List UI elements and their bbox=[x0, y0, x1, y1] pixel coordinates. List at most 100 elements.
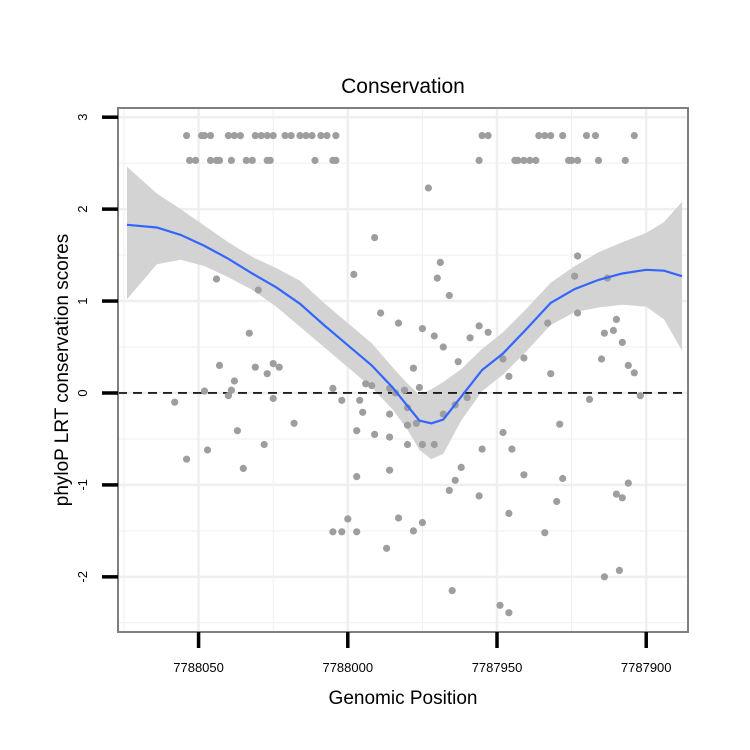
data-point bbox=[311, 156, 319, 164]
data-point bbox=[386, 466, 394, 474]
data-point bbox=[526, 156, 534, 164]
data-point bbox=[302, 132, 310, 140]
data-points bbox=[171, 132, 644, 617]
data-point bbox=[618, 338, 626, 346]
data-point bbox=[332, 132, 340, 140]
data-point bbox=[224, 132, 232, 140]
data-point bbox=[415, 383, 423, 392]
data-point bbox=[433, 274, 441, 282]
data-point bbox=[618, 494, 626, 502]
y-tick-label: 2 bbox=[75, 205, 90, 212]
data-point bbox=[448, 587, 456, 595]
data-point bbox=[383, 544, 391, 552]
data-point bbox=[171, 398, 179, 406]
data-point bbox=[496, 601, 504, 609]
data-point bbox=[508, 445, 516, 453]
data-point bbox=[478, 445, 486, 453]
data-point bbox=[183, 455, 191, 463]
data-point bbox=[215, 361, 224, 369]
data-point bbox=[269, 360, 277, 368]
data-point bbox=[371, 234, 379, 242]
x-axis-title: Genomic Position bbox=[329, 688, 478, 709]
data-point bbox=[236, 132, 244, 140]
data-point bbox=[371, 430, 379, 438]
data-point bbox=[254, 286, 262, 294]
data-point bbox=[239, 464, 247, 472]
data-point bbox=[386, 433, 394, 441]
data-point bbox=[353, 473, 361, 481]
data-point bbox=[612, 490, 621, 498]
data-point bbox=[535, 132, 543, 140]
data-point bbox=[430, 440, 438, 449]
data-point bbox=[269, 132, 277, 140]
data-point bbox=[547, 132, 555, 140]
data-point bbox=[574, 252, 582, 260]
data-point bbox=[412, 419, 420, 427]
data-point bbox=[505, 509, 513, 517]
panel-border bbox=[117, 107, 689, 633]
data-point bbox=[344, 515, 352, 523]
data-point bbox=[499, 428, 507, 437]
data-point bbox=[290, 419, 298, 427]
data-point bbox=[183, 132, 191, 140]
data-point bbox=[621, 156, 629, 164]
data-point bbox=[338, 396, 346, 404]
data-point bbox=[356, 396, 364, 404]
data-point bbox=[409, 364, 417, 372]
y-tick-label: 1 bbox=[75, 297, 90, 304]
data-point bbox=[215, 156, 224, 164]
data-point bbox=[200, 132, 209, 140]
data-point bbox=[350, 270, 358, 278]
data-point bbox=[251, 132, 259, 140]
data-point bbox=[203, 446, 212, 454]
data-point bbox=[475, 322, 483, 330]
data-point bbox=[609, 326, 618, 335]
data-point bbox=[329, 528, 337, 536]
data-point bbox=[457, 463, 465, 471]
data-point bbox=[505, 372, 513, 380]
data-point bbox=[233, 427, 241, 435]
data-point bbox=[269, 394, 277, 403]
data-point bbox=[475, 156, 483, 164]
data-point bbox=[451, 476, 459, 484]
data-point bbox=[475, 492, 483, 500]
data-point bbox=[520, 156, 528, 164]
data-point bbox=[430, 332, 438, 340]
data-point bbox=[287, 132, 295, 140]
data-point bbox=[386, 410, 394, 418]
data-point bbox=[532, 156, 540, 164]
data-point bbox=[409, 527, 417, 535]
data-point bbox=[591, 132, 600, 140]
data-point bbox=[574, 156, 582, 164]
data-point bbox=[520, 471, 528, 479]
data-point bbox=[600, 329, 609, 337]
data-point bbox=[559, 132, 567, 140]
data-point bbox=[541, 529, 549, 537]
data-point bbox=[224, 392, 232, 400]
data-point bbox=[192, 156, 200, 164]
data-point bbox=[242, 156, 250, 164]
data-point bbox=[574, 309, 582, 317]
data-point bbox=[418, 325, 426, 333]
data-point bbox=[582, 132, 591, 140]
data-point bbox=[541, 132, 549, 140]
data-point bbox=[484, 328, 492, 336]
data-point bbox=[248, 156, 256, 164]
data-point bbox=[353, 427, 361, 435]
data-point bbox=[514, 156, 522, 164]
data-point bbox=[281, 132, 289, 140]
x-axis: 7788050 7788000 7787950 7787900 bbox=[173, 632, 672, 675]
data-point bbox=[275, 363, 283, 371]
data-point bbox=[245, 329, 253, 337]
data-point bbox=[499, 355, 507, 363]
x-tick-label: 7788000 bbox=[322, 660, 373, 675]
data-point bbox=[547, 370, 555, 378]
x-tick-label: 7788050 bbox=[173, 660, 224, 675]
grid-lines bbox=[118, 108, 688, 632]
data-point bbox=[445, 291, 453, 300]
data-point bbox=[317, 132, 325, 140]
y-tick-label: -2 bbox=[75, 571, 90, 583]
data-point bbox=[612, 315, 621, 323]
data-point bbox=[206, 156, 215, 164]
